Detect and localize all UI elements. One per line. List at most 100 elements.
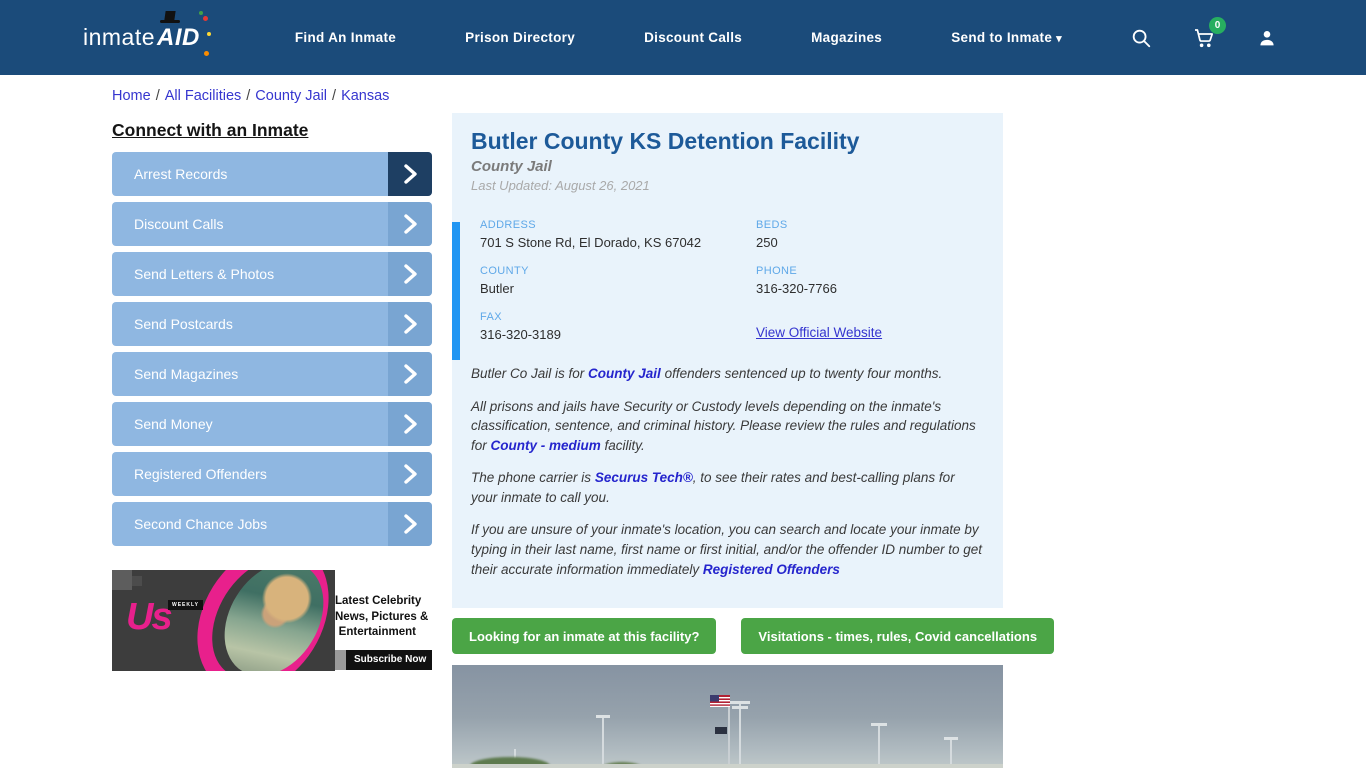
beds-label: BEDS [756,219,788,231]
main-content: Butler County KS Detention Facility Coun… [452,113,1055,768]
pilgrim-hat-icon [160,10,181,23]
county-medium-link[interactable]: County - medium [490,437,601,453]
breadcrumb-separator: / [155,88,160,104]
nav-send-to-inmate[interactable]: Send to Inmate ▾ [951,30,1062,45]
us-weekly-ad-banner[interactable]: Us WEEKLY Latest Celebrity News, Picture… [112,570,432,671]
light-pole [602,717,604,768]
action-buttons-row: Looking for an inmate at this facility? … [452,618,1055,654]
paragraph: Butler Co Jail is for County Jail offend… [471,364,984,384]
logo-text-inmate: inmate [83,24,156,50]
cart-count-badge: 0 [1209,16,1226,34]
nav-prison-directory[interactable]: Prison Directory [465,30,576,45]
light-pole [950,739,952,768]
ad-headline-line: Latest Celebrity [335,595,422,607]
light-pole-head [732,706,748,709]
sidebar-item-arrest-records[interactable]: Arrest Records [112,152,432,196]
us-weekly-logo: Us [126,596,173,638]
account-icon[interactable] [1256,27,1278,49]
info-accent-bar [452,222,460,360]
light-pole [739,703,741,768]
subscribe-now-button[interactable]: Subscribe Now [335,649,432,670]
page-title: Butler County KS Detention Facility [471,128,860,154]
phone-field: PHONE 316-320-7766 [756,265,984,296]
sidebar-item-send-postcards[interactable]: Send Postcards [112,302,432,346]
last-updated: Last Updated: August 26, 2021 [471,178,650,193]
confetti-dot [203,50,209,56]
securus-tech-link[interactable]: Securus Tech® [594,470,693,486]
chevron-right-icon [388,402,432,446]
sidebar-item-label: Arrest Records [134,166,228,182]
navbar-icon-group: 0 [1130,16,1278,50]
nav-find-an-inmate[interactable]: Find An Inmate [294,30,397,45]
chevron-right-icon [388,202,432,246]
chevron-right-icon [388,302,432,346]
sidebar-item-registered-offenders[interactable]: Registered Offenders [112,452,432,496]
paragraph-text: offenders sentenced up to twenty four mo… [660,366,943,381]
subscribe-button-label: Subscribe Now [346,649,432,670]
fax-value: 316-320-3189 [480,327,561,342]
paragraph: All prisons and jails have Security or C… [471,397,984,456]
paragraph-text: All prisons and jails have Security or C… [471,398,976,453]
view-official-website-link[interactable]: View Official Website [756,325,883,340]
paragraph-text: If you are unsure of your inmate's locat… [471,522,982,577]
county-jail-link[interactable]: County Jail [588,366,661,381]
phone-value: 316-320-7766 [756,281,837,296]
main-nav: Find An Inmate Prison Directory Discount… [295,30,1062,45]
subscribe-button-accent [335,649,346,670]
breadcrumb-separator: / [332,88,337,104]
county-value: Butler [480,281,514,296]
ad-decorative-square [132,576,142,586]
breadcrumb: Home / All Facilities / County Jail / Kansas [0,75,1366,113]
paragraph-text: The phone carrier is [471,470,595,486]
breadcrumb-all-facilities[interactable]: All Facilities [164,88,242,104]
facility-description: Butler Co Jail is for County Jail offend… [471,364,984,579]
fax-field: FAX 316-320-3189 [480,311,756,342]
light-pole-head [944,737,958,740]
sidebar-heading: Connect with an Inmate [112,120,309,140]
sidebar-item-send-money[interactable]: Send Money [112,402,432,446]
breadcrumb-kansas[interactable]: Kansas [341,88,390,104]
looking-for-inmate-button[interactable]: Looking for an inmate at this facility? [452,618,717,654]
sidebar-item-send-magazines[interactable]: Send Magazines [112,352,432,396]
breadcrumb-home[interactable]: Home [112,88,151,104]
sidebar-item-label: Send Postcards [134,316,233,332]
light-pole-head [730,701,750,704]
ad-headline: Latest Celebrity News, Pictures & Entert… [335,594,428,641]
official-website-cell: View Official Website [756,311,984,342]
address-label: ADDRESS [480,219,536,231]
search-icon[interactable] [1130,27,1152,49]
nav-discount-calls[interactable]: Discount Calls [644,30,743,45]
breadcrumb-county-jail[interactable]: County Jail [255,88,328,104]
page-body: Connect with an Inmate Arrest Records Di… [0,113,1366,768]
sidebar-item-label: Discount Calls [134,216,224,232]
sidebar-item-second-chance-jobs[interactable]: Second Chance Jobs [112,502,432,546]
facility-info-card: Butler County KS Detention Facility Coun… [452,113,1003,608]
fax-label: FAX [480,311,502,323]
phone-label: PHONE [756,265,798,277]
ad-headline-line: Entertainment [338,626,416,639]
site-logo[interactable]: inmate AID [83,10,211,56]
sidebar: Connect with an Inmate Arrest Records Di… [112,113,432,768]
chevron-right-icon [388,252,432,296]
facility-type: County Jail [471,158,552,175]
pow-flag-icon [715,727,727,734]
sidebar-item-send-letters-photos[interactable]: Send Letters & Photos [112,252,432,296]
facility-photo [452,665,1003,768]
county-label: COUNTY [480,265,529,277]
nav-magazines[interactable]: Magazines [811,30,883,45]
tree-silhouette [470,757,550,768]
breadcrumb-separator: / [246,88,251,104]
paragraph: The phone carrier is Securus Tech®, to s… [471,468,984,507]
light-pole-head [871,723,887,726]
us-flag-icon [710,695,730,707]
registered-offenders-link[interactable]: Registered Offenders [702,561,840,577]
beds-field: BEDS 250 [756,219,984,250]
sidebar-item-label: Registered Offenders [134,466,267,482]
address-value: 701 S Stone Rd, El Dorado, KS 67042 [480,235,702,250]
visitations-button[interactable]: Visitations - times, rules, Covid cancel… [741,618,1055,654]
sidebar-item-label: Send Letters & Photos [134,266,275,282]
sidebar-item-label: Second Chance Jobs [134,516,268,532]
cart-icon[interactable]: 0 [1192,16,1226,50]
sidebar-item-discount-calls[interactable]: Discount Calls [112,202,432,246]
chevron-right-icon [388,452,432,496]
